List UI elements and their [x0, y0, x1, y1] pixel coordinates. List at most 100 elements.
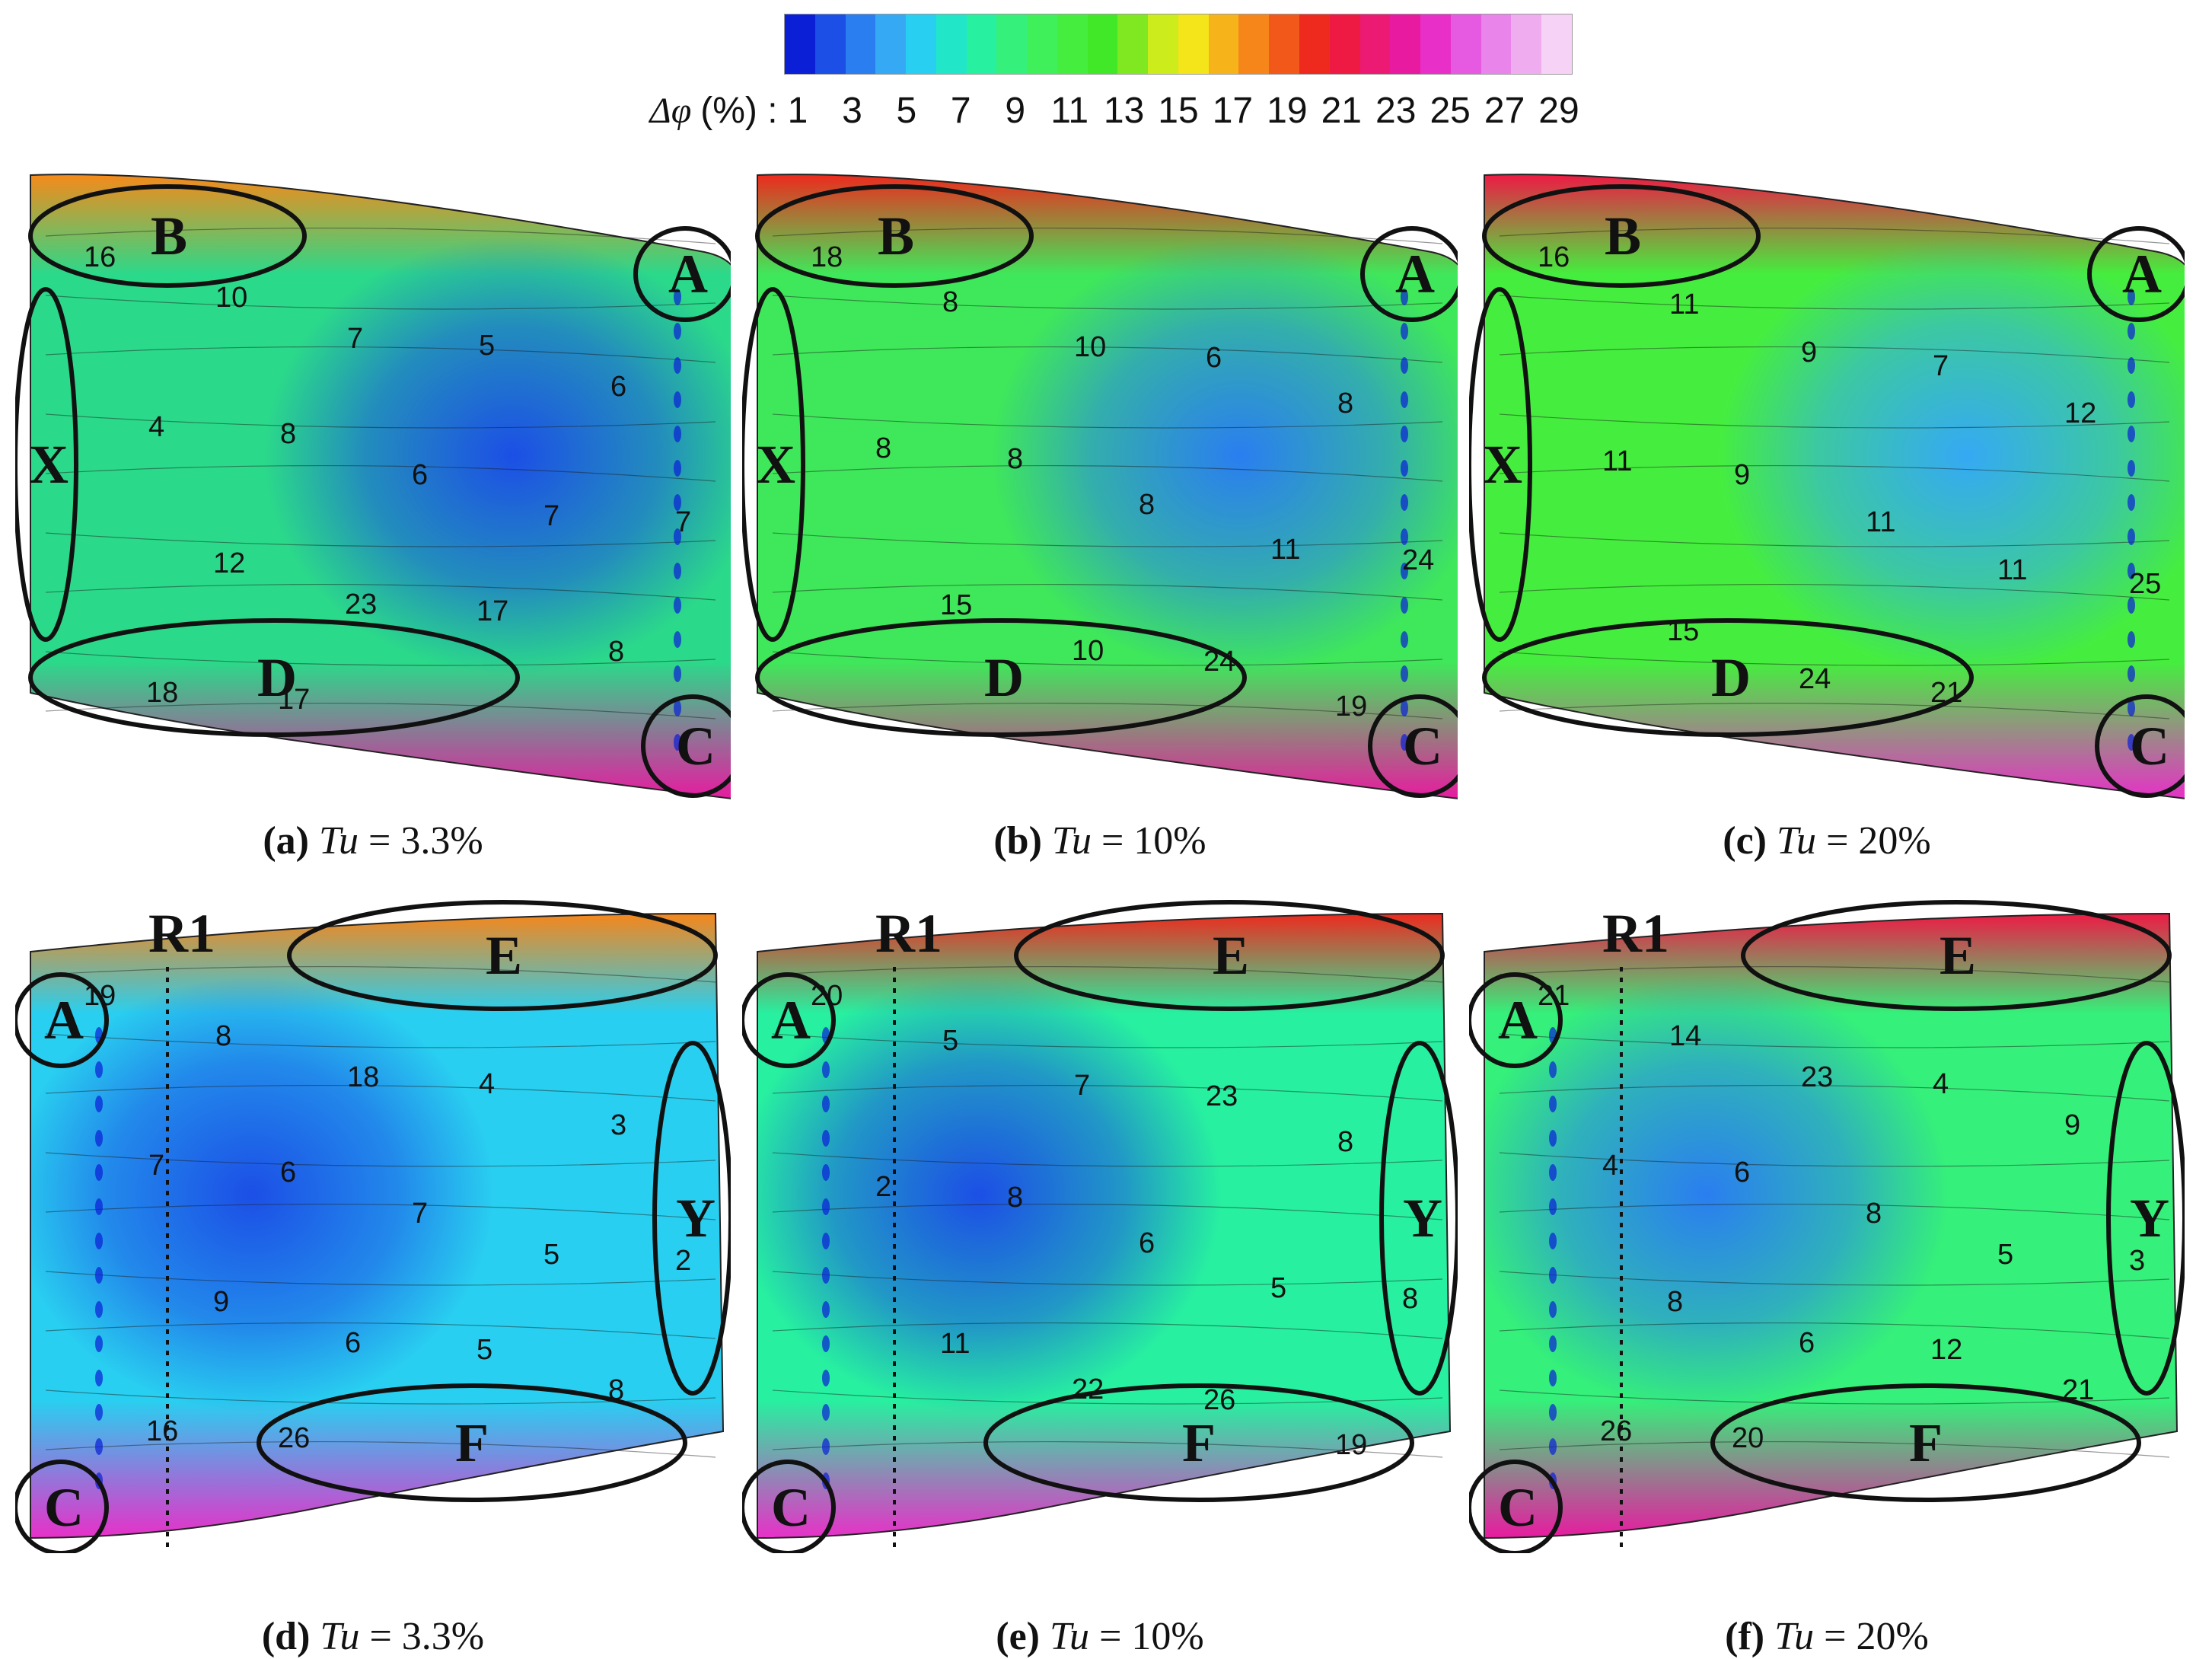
- region-label: A: [2122, 244, 2162, 305]
- colorbar-swatch: [1299, 14, 1330, 74]
- panel-b-surface: A B C D X 18 8 10 6 8 8 8 8 11 24 15 10 24 19: [742, 174, 1458, 799]
- panel-d: A C E F Y R1 19 8 18 4 3 7 6 7 5 2 9 6 5 8 16 26: [15, 883, 731, 1553]
- region-label: F: [455, 1412, 489, 1473]
- panel-caption: (b) Tu = 10%: [993, 818, 1206, 863]
- colorbar-tick-label: 27: [1484, 91, 1525, 131]
- colorbar-tick-label: 1: [787, 91, 808, 131]
- colorbar-swatch: [1087, 14, 1118, 74]
- contour-label: 7: [347, 323, 363, 355]
- colorbar-tick-label: 23: [1375, 91, 1417, 131]
- contour-label: 11: [940, 1328, 970, 1360]
- contour-label: 8: [1337, 1126, 1353, 1158]
- colorbar-swatch: [814, 14, 846, 74]
- contour-label: 7: [543, 500, 559, 532]
- colorbar-swatch: [1238, 14, 1270, 74]
- colorbar-tick-label: 5: [896, 91, 917, 131]
- contour-label: 8: [215, 1020, 231, 1052]
- contour-label: 18: [347, 1061, 379, 1093]
- contour-label: 3: [2129, 1245, 2145, 1277]
- panel-a-surface: A B C D X 16 10 7 5 6 4 8 6 7 7 12 23 17 8 18 17: [15, 174, 731, 799]
- caption-letter: (e): [996, 1615, 1040, 1658]
- panel-f: A C E F Y R1 21 14 23 4 9 4 6 8 5 3 8 6 12 21 26 20: [1469, 883, 2185, 1553]
- contour-label: 7: [675, 506, 691, 538]
- contour-label: 23: [1801, 1061, 1833, 1093]
- colorbar-swatch: [1511, 14, 1542, 74]
- colorbar-title: Δφ (%) :: [650, 90, 778, 132]
- contour-label: 5: [479, 330, 495, 362]
- panel-caption: (e) Tu = 10%: [996, 1614, 1203, 1659]
- panel-a: A B C D X 16 10 7 5 6 4 8 6 7 7 12 23 17 8 18 17: [15, 145, 731, 815]
- region-outline: [641, 694, 731, 798]
- contour-label: 11: [1997, 554, 2027, 586]
- colorbar-tick-label: 13: [1103, 91, 1145, 131]
- region-label: R1: [148, 903, 215, 964]
- contour-label: 24: [1799, 663, 1831, 695]
- region-label: X: [1483, 434, 1522, 495]
- region-label: E: [1939, 925, 1976, 986]
- contour-label: 6: [280, 1157, 296, 1188]
- region-outline: [15, 287, 78, 642]
- caption-tu: Tu: [1764, 1615, 1825, 1658]
- region-outline: [652, 1041, 731, 1396]
- contour-label: 8: [1866, 1198, 1882, 1230]
- colorbar-swatch: [1178, 14, 1209, 74]
- region-outline: [15, 1460, 109, 1553]
- colorbar-unit: (%) :: [700, 91, 778, 131]
- colorbar-swatch: [966, 14, 997, 74]
- region-outline: [742, 1460, 836, 1553]
- panel-caption: (a) Tu = 3.3%: [263, 818, 483, 863]
- contour-label: 11: [1602, 445, 1632, 477]
- contour-label: 17: [278, 684, 310, 716]
- contour-label: 8: [1007, 1182, 1023, 1214]
- caption-tu: Tu: [1041, 819, 1101, 863]
- contour-label: 20: [1732, 1422, 1764, 1454]
- colorbar-tick-label: 15: [1158, 91, 1199, 131]
- caption-tu: Tu: [1767, 819, 1827, 863]
- contour-label: 6: [1734, 1157, 1750, 1188]
- contour-label: 8: [1337, 388, 1353, 420]
- contour-label: 8: [608, 1374, 624, 1406]
- region-label: E: [1213, 925, 1249, 986]
- colorbar-swatch: [1450, 14, 1481, 74]
- region-outline: [15, 972, 109, 1068]
- region-label: B: [151, 206, 187, 266]
- caption-letter: (d): [261, 1615, 311, 1658]
- region-outline: [1360, 226, 1458, 322]
- panel-b: A B C D X 18 8 10 6 8 8 8 8 11 24 15 10 24 19: [742, 145, 1458, 815]
- region-label: A: [1395, 244, 1435, 305]
- region-label: R1: [1602, 903, 1669, 964]
- contour-label: 26: [278, 1422, 310, 1454]
- contour-label: 7: [412, 1198, 428, 1230]
- panel-d-surface: A C E F Y R1 19 8 18 4 3 7 6 7 5 2 9 6 5 8 16 26: [15, 900, 731, 1553]
- colorbar-tick-label: 7: [950, 91, 971, 131]
- contour-label: 23: [1206, 1080, 1238, 1112]
- region-outline: [983, 1383, 1414, 1502]
- colorbar: [784, 14, 1573, 75]
- region-outline: [742, 287, 805, 642]
- region-label: R1: [875, 903, 942, 964]
- region-label: C: [771, 1477, 811, 1538]
- caption-value: = 3.3%: [369, 1615, 485, 1658]
- contour-label: 22: [1072, 1373, 1104, 1405]
- panel-c: A B C D X 16 11 9 7 12 11 9 11 11 25 15 24 21: [1469, 145, 2185, 815]
- region-label: C: [676, 716, 716, 777]
- region-label: D: [257, 647, 297, 708]
- contour-label: 23: [345, 589, 377, 621]
- region-label: D: [984, 647, 1024, 708]
- caption-value: = 20%: [1824, 1615, 1929, 1658]
- panel-caption: (d) Tu = 3.3%: [262, 1614, 484, 1659]
- contour-label: 7: [1074, 1070, 1090, 1102]
- contour-label: 18: [146, 677, 178, 709]
- contour-label: 8: [1139, 489, 1155, 521]
- colorbar-swatch: [1390, 14, 1421, 74]
- contour-label: 4: [479, 1068, 495, 1100]
- region-label: X: [29, 434, 69, 495]
- contour-label: 10: [1072, 635, 1104, 667]
- region-label: A: [668, 244, 708, 305]
- contour-label: 7: [1933, 350, 1949, 382]
- colorbar-tick-label: 9: [1005, 91, 1026, 131]
- colorbar-swatch: [1269, 14, 1300, 74]
- contour-label: 12: [1930, 1334, 1962, 1366]
- colorbar-swatch: [1481, 14, 1512, 74]
- contour-label: 5: [543, 1239, 559, 1271]
